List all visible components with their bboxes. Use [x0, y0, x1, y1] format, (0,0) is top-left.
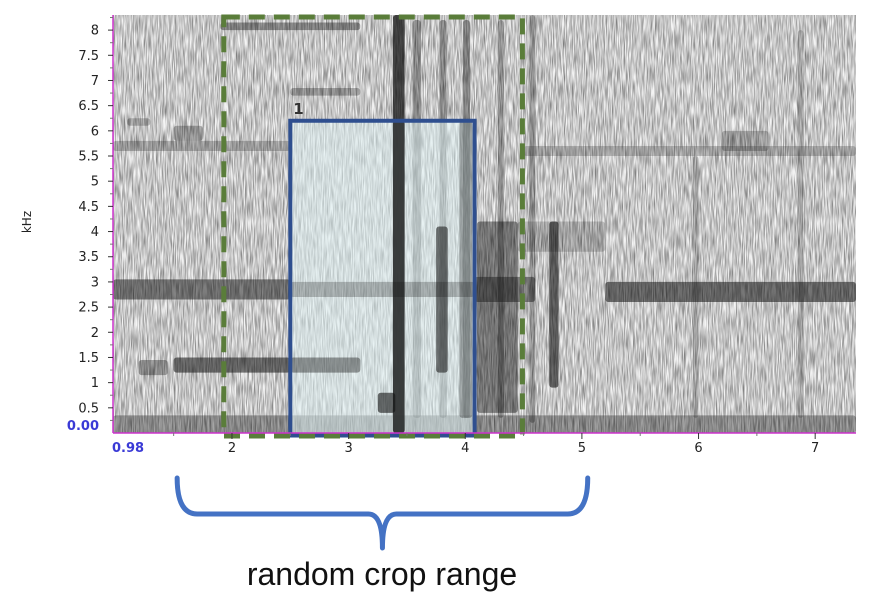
x-tick-label: 6 — [694, 441, 702, 456]
y-tick-label: 8 — [91, 24, 99, 39]
y-tick-label: 0.5 — [78, 401, 99, 416]
energy-band — [220, 22, 361, 31]
spectrogram-plot — [113, 15, 856, 433]
y-tick-label: 6 — [91, 124, 99, 139]
crop-range-brace — [174, 475, 591, 551]
y-tick-label: 5.5 — [78, 150, 99, 165]
energy-band — [113, 279, 291, 300]
y-axis-ticks: 0.5 1 1.5 2 2.5 3 3.5 4 4.5 5 5.5 6 6.5 7 7.5 8 — [78, 17, 113, 421]
energy-band — [173, 125, 203, 141]
y-tick-label: 2.5 — [78, 301, 99, 316]
x-axis-origin-label: 0.98 — [112, 441, 144, 456]
energy-band — [138, 359, 168, 376]
detection-box-energy — [290, 120, 475, 433]
y-tick-label: 1.5 — [78, 351, 99, 366]
energy-band — [392, 120, 405, 433]
y-tick-label: 1 — [91, 376, 99, 391]
energy-band — [797, 30, 804, 418]
x-tick-label: 5 — [578, 441, 586, 456]
y-tick-label: 7.5 — [78, 49, 99, 64]
y-tick-label: 4 — [91, 225, 99, 240]
x-tick-label: 7 — [811, 441, 819, 456]
x-axis-ticks: 2 3 4 5 6 7 — [173, 433, 819, 456]
energy-band — [377, 392, 396, 413]
x-tick-label: 2 — [228, 441, 236, 456]
energy-band — [523, 145, 856, 157]
energy-band — [126, 118, 151, 126]
y-tick-label: 5 — [91, 175, 99, 190]
y-tick-label: 3.5 — [78, 250, 99, 265]
y-tick-label: 7 — [91, 74, 99, 89]
x-tick-label: 4 — [461, 441, 469, 456]
y-axis-unit-label: kHz — [20, 211, 34, 233]
y-tick-label: 3 — [91, 275, 99, 290]
energy-band — [173, 357, 291, 373]
caption-text: random crop range — [247, 556, 517, 592]
energy-band — [113, 140, 291, 151]
energy-band — [436, 226, 448, 373]
x-tick-label: 3 — [344, 441, 352, 456]
y-tick-label: 6.5 — [78, 99, 99, 114]
energy-band — [459, 120, 473, 418]
y-tick-label: 4.5 — [78, 200, 99, 215]
energy-band — [476, 221, 518, 413]
energy-band — [497, 20, 504, 418]
energy-band — [692, 156, 699, 418]
crop-range-box — [221, 14, 525, 439]
energy-band — [290, 88, 361, 96]
energy-band — [290, 357, 361, 373]
energy-band — [721, 130, 769, 151]
energy-band — [529, 15, 536, 423]
detection-box-tag: 1 — [293, 100, 303, 118]
y-tick-label: 2 — [91, 326, 99, 341]
energy-band — [549, 221, 559, 388]
energy-band — [290, 281, 475, 298]
y-axis-origin-label: 0.00 — [67, 419, 99, 434]
energy-band — [605, 281, 856, 303]
energy-band — [517, 221, 606, 252]
